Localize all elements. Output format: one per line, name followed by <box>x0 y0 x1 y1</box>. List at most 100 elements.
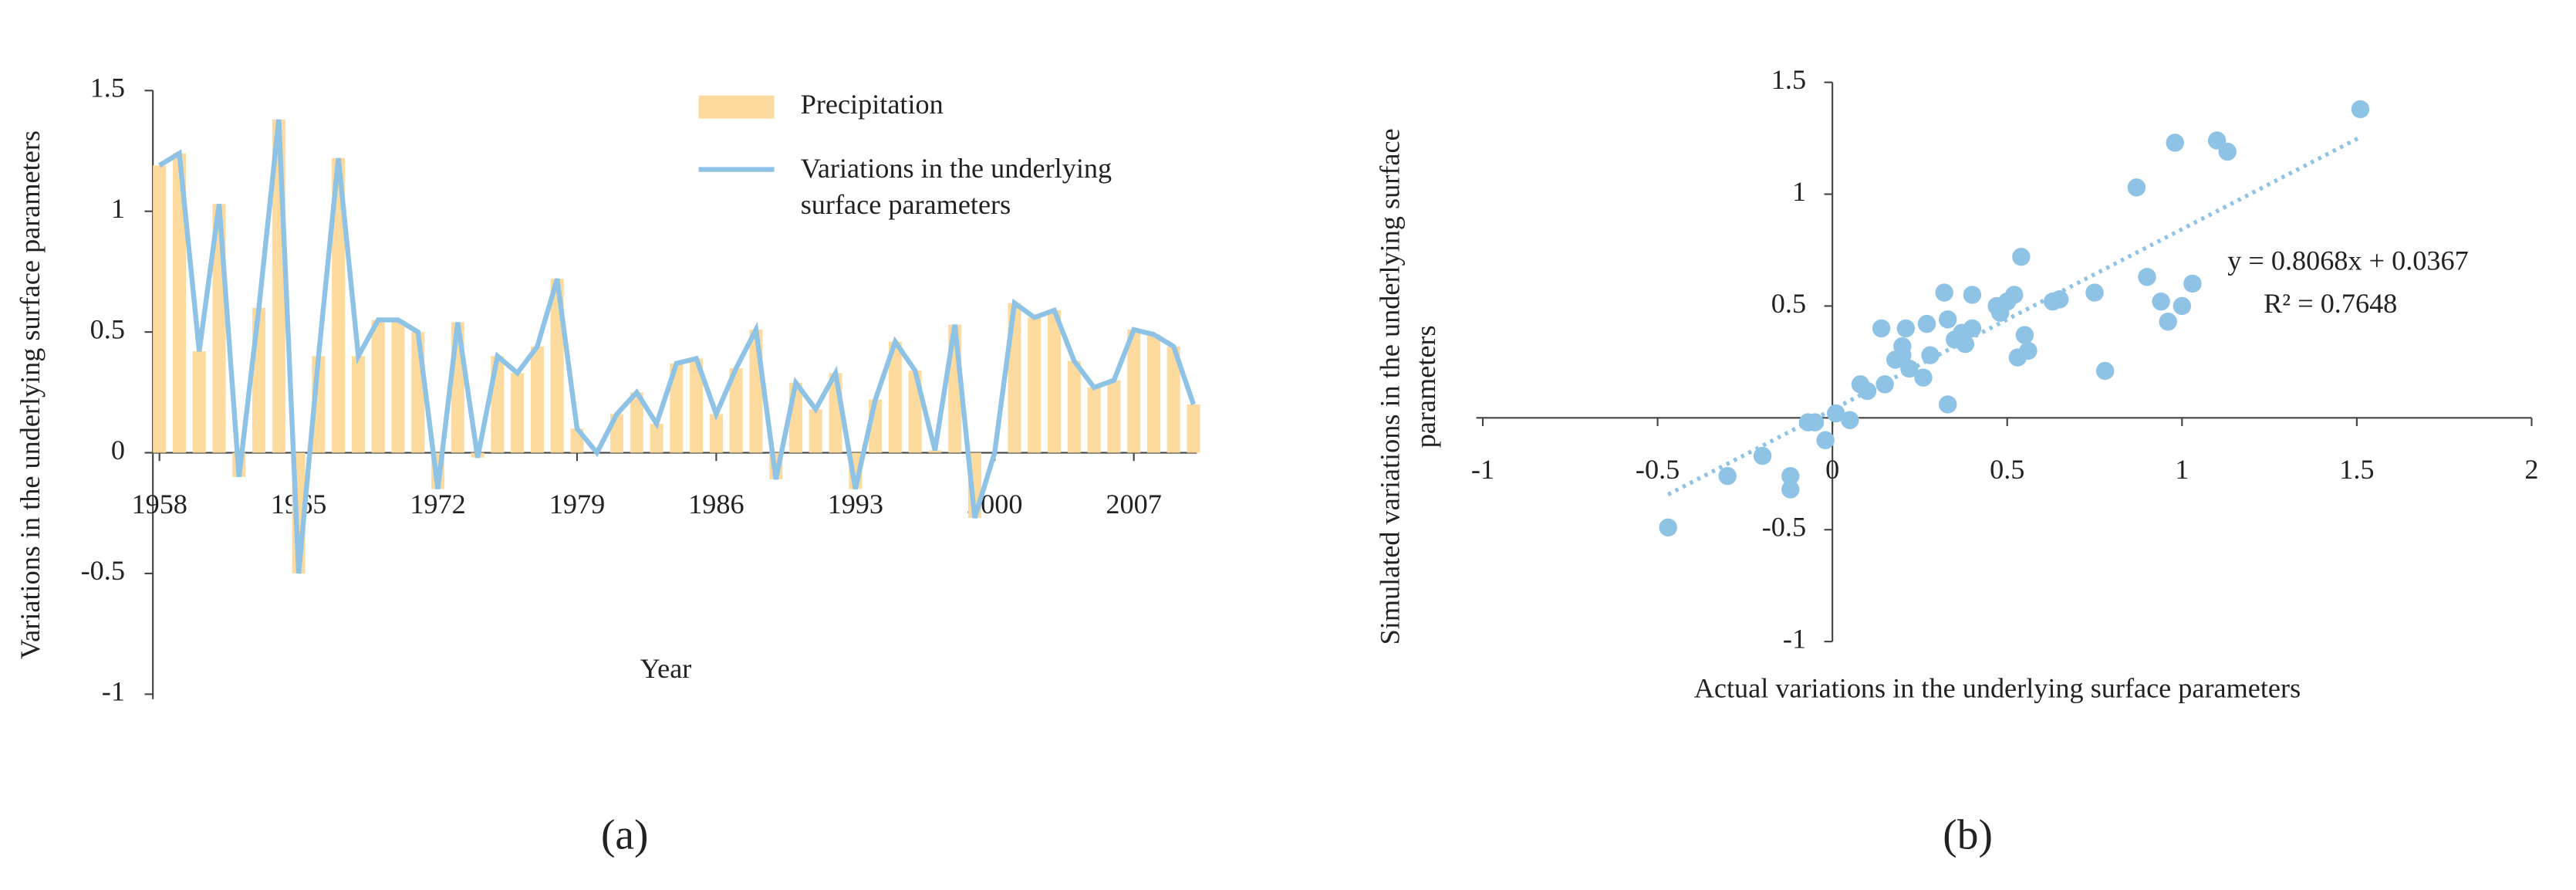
point <box>2166 134 2184 152</box>
y-axis-label: Variations in the underlying surface par… <box>15 130 46 659</box>
bar <box>1107 380 1121 453</box>
bar <box>630 392 643 453</box>
y-tick-label: 0.5 <box>90 313 125 344</box>
y-tick-label: -1 <box>102 676 125 707</box>
point <box>1781 466 1800 486</box>
point <box>1896 319 1916 338</box>
point <box>1872 319 1891 338</box>
x-tick-label: 0.5 <box>1990 454 2024 485</box>
x-axis-label: Year <box>640 653 692 684</box>
point <box>2127 178 2146 197</box>
point <box>1875 375 1894 394</box>
x-tick-label: 2007 <box>1106 489 1161 519</box>
bar <box>1048 310 1062 453</box>
bar <box>650 423 663 453</box>
bar <box>1127 329 1141 453</box>
point <box>2095 361 2115 381</box>
bar <box>809 409 822 453</box>
point <box>1914 368 1933 387</box>
point <box>1781 480 1800 499</box>
point <box>1935 283 1953 302</box>
panel-label: (b) <box>1943 811 1993 858</box>
point <box>1938 310 1957 329</box>
point <box>2085 283 2104 302</box>
point <box>2012 247 2031 266</box>
bar <box>729 368 743 453</box>
legend-label-box: Variations in the underlying surface par… <box>800 153 1112 221</box>
trend-equation: y = 0.8068x + 0.0367 <box>2227 245 2469 276</box>
x-tick-label: 1986 <box>688 489 744 519</box>
trendline <box>1666 135 2362 496</box>
y-tick-label: -1 <box>1783 623 1806 654</box>
bar <box>1087 387 1101 453</box>
y-tick-label: 1.5 <box>1771 64 1806 95</box>
point <box>1718 466 1737 486</box>
bar <box>670 363 684 453</box>
bar <box>153 165 167 453</box>
x-tick-label: 1.5 <box>2339 454 2374 485</box>
x-tick-label: -1 <box>1471 454 1494 485</box>
legend-label: Precipitation <box>801 89 944 120</box>
point <box>1938 395 1957 414</box>
bar <box>371 320 385 453</box>
point <box>1753 446 1772 465</box>
legend-label: Variations in the underlying surface par… <box>800 153 1112 221</box>
y-axis-label-box: Simulated variations in the underlying s… <box>1374 128 1442 645</box>
point <box>1816 431 1835 450</box>
bar <box>332 157 346 453</box>
y-tick-label: 1.5 <box>90 73 125 103</box>
y-tick-label: 1 <box>111 193 125 224</box>
bar <box>709 414 723 453</box>
point <box>1900 359 1919 378</box>
point <box>2005 286 2024 304</box>
point <box>1826 404 1845 423</box>
x-tick-label: 1993 <box>828 489 883 519</box>
point <box>1659 518 1677 537</box>
y-axis-label: Simulated variations in the underlying s… <box>1374 128 1442 645</box>
y-tick-label: 0.5 <box>1771 288 1806 319</box>
point <box>2015 326 2034 344</box>
point <box>1963 319 1982 338</box>
y-tick-label: 1 <box>1792 176 1806 207</box>
bar <box>351 356 365 453</box>
point <box>2152 292 2170 311</box>
y-tick-label: -0.5 <box>1762 512 1806 543</box>
bar <box>391 320 405 453</box>
point <box>1921 346 1940 364</box>
bar <box>1028 317 1042 453</box>
bar <box>530 346 544 453</box>
line <box>158 119 1197 574</box>
point <box>1858 381 1877 401</box>
bar <box>1067 360 1081 453</box>
bar <box>888 341 902 453</box>
bar <box>1187 404 1200 453</box>
point <box>1805 413 1825 431</box>
bar <box>511 373 525 453</box>
panel-label: (a) <box>601 811 648 858</box>
bar <box>172 153 186 453</box>
x-tick-label: 1 <box>2175 454 2189 485</box>
point <box>2050 290 2069 309</box>
x-tick-label: 1972 <box>410 489 465 519</box>
x-axis-label: Actual variations in the underlying surf… <box>1694 672 2301 703</box>
y-tick-label: -0.5 <box>81 555 125 586</box>
point <box>2351 100 2370 119</box>
x-tick-label: 0 <box>1825 454 1839 485</box>
point <box>2173 296 2192 316</box>
point <box>1893 346 1912 364</box>
legend-swatch <box>698 95 775 119</box>
bar <box>690 358 704 453</box>
point <box>2218 142 2237 161</box>
y-tick-label: 0 <box>111 435 125 465</box>
trend-r2: R² = 0.7648 <box>2264 288 2397 319</box>
x-tick-label: -0.5 <box>1636 454 1680 485</box>
point <box>2159 313 2177 331</box>
point <box>1841 411 1859 429</box>
point <box>2138 268 2156 286</box>
point <box>2183 274 2202 293</box>
bar <box>192 351 206 453</box>
point <box>1963 286 1982 304</box>
x-tick-label: 1979 <box>549 489 605 519</box>
